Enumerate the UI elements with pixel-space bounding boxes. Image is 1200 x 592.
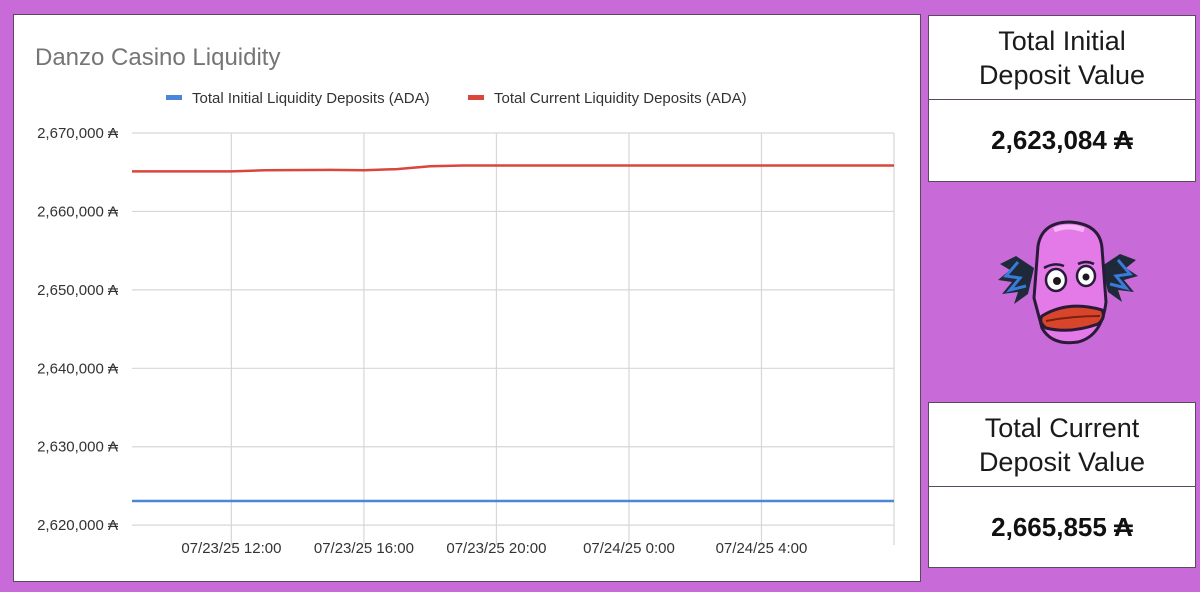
- x-tick-label: 07/23/25 16:00: [314, 540, 414, 557]
- x-tick-label: 07/24/25 4:00: [716, 540, 808, 557]
- y-axis-ticks: 2,620,000 ₳ 2,630,000 ₳ 2,640,000 ₳ 2,650,0…: [37, 125, 119, 534]
- chart-grid: [132, 132, 895, 545]
- initial-deposit-card: Total Initial Deposit Value 2,623,084 ₳: [928, 15, 1196, 182]
- chart-title: Danzo Casino Liquidity: [35, 44, 280, 71]
- legend-label-current: Total Current Liquidity Deposits (ADA): [494, 90, 747, 107]
- y-tick-label: 2,620,000 ₳: [37, 517, 119, 534]
- x-tick-label: 07/24/25 0:00: [583, 540, 675, 557]
- legend-swatch-initial: [166, 95, 182, 100]
- clown-face-icon: [998, 218, 1138, 350]
- y-tick-label: 2,670,000 ₳: [37, 125, 119, 142]
- x-tick-label: 07/23/25 12:00: [181, 540, 281, 557]
- liquidity-chart: Danzo Casino Liquidity Total Initial Liq…: [13, 14, 921, 582]
- current-deposit-title: Total Current Deposit Value: [929, 403, 1195, 487]
- chart-legend: Total Initial Liquidity Deposits (ADA) T…: [166, 90, 747, 107]
- current-deposit-value: 2,665,855 ₳: [991, 511, 1133, 542]
- legend-swatch-current: [468, 95, 484, 100]
- y-tick-label: 2,640,000 ₳: [37, 360, 119, 377]
- y-tick-label: 2,650,000 ₳: [37, 282, 119, 299]
- legend-label-initial: Total Initial Liquidity Deposits (ADA): [192, 90, 430, 107]
- y-tick-label: 2,660,000 ₳: [37, 203, 119, 220]
- series-line-current: [132, 164, 894, 173]
- y-tick-label: 2,630,000 ₳: [37, 439, 119, 456]
- chart-series: [132, 164, 894, 503]
- initial-deposit-title: Total Initial Deposit Value: [929, 16, 1195, 100]
- current-deposit-card: Total Current Deposit Value 2,665,855 ₳: [928, 402, 1196, 568]
- x-tick-label: 07/23/25 20:00: [446, 540, 546, 557]
- chart-svg: Danzo Casino Liquidity Total Initial Liq…: [35, 44, 895, 557]
- initial-deposit-value: 2,623,084 ₳: [991, 124, 1133, 155]
- x-axis-ticks: 07/23/25 12:00 07/23/25 16:00 07/23/25 20:…: [181, 540, 807, 557]
